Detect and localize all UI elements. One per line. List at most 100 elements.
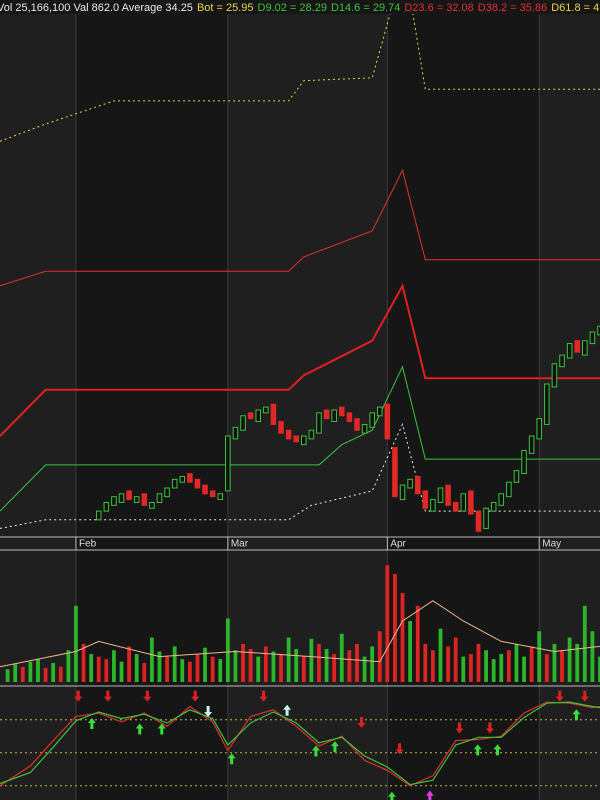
signal-arrow xyxy=(227,753,236,765)
volume-bar xyxy=(172,646,177,682)
volume-bar xyxy=(5,669,10,682)
candle-body xyxy=(559,354,565,368)
volume-bar xyxy=(28,661,33,682)
volume-bar xyxy=(514,643,519,682)
volume-bar xyxy=(506,650,511,682)
volume-bar xyxy=(491,659,496,682)
candle-body xyxy=(278,421,284,434)
oscillator-panel xyxy=(0,690,600,800)
candle-body xyxy=(422,490,429,509)
volume-bar xyxy=(415,605,420,682)
volume-bar xyxy=(248,648,253,682)
candle-body xyxy=(141,493,148,506)
signal-arrow xyxy=(395,743,404,755)
level-line xyxy=(0,168,600,287)
x-tick-label: May xyxy=(542,539,561,550)
candle-body xyxy=(513,470,520,483)
legend-entry: D38.2 = 35.86 xyxy=(478,2,547,14)
volume-bar xyxy=(567,637,572,682)
volume-bar xyxy=(385,565,390,682)
volume-bar xyxy=(355,643,359,682)
volume-bar xyxy=(309,638,314,682)
signal-arrow xyxy=(493,744,502,756)
volume-bar xyxy=(225,618,230,682)
candle-body xyxy=(217,493,224,501)
volume-bar xyxy=(89,654,94,682)
signal-arrow xyxy=(74,690,83,702)
volume-bar xyxy=(423,643,428,682)
candle-body xyxy=(103,501,110,512)
volume-bar xyxy=(233,650,238,682)
volume-bar xyxy=(377,631,382,682)
volume-bar xyxy=(218,659,223,682)
candle-body xyxy=(95,510,102,521)
signal-arrow xyxy=(283,704,292,716)
volume-bar xyxy=(590,631,595,682)
candle-body xyxy=(126,490,132,501)
volume-bar xyxy=(36,659,40,682)
month-band xyxy=(227,14,388,800)
volume-bar xyxy=(461,656,466,682)
volume-bar xyxy=(484,650,488,682)
volume-bar xyxy=(20,666,25,682)
volume-bar xyxy=(279,654,283,682)
volume-bar xyxy=(112,650,116,682)
candle-body xyxy=(301,435,307,446)
signal-arrow xyxy=(157,723,166,735)
candle-body xyxy=(354,418,360,431)
signal-arrow xyxy=(485,722,494,734)
volume-bar xyxy=(96,656,101,682)
candle-body xyxy=(460,493,467,512)
candle-body xyxy=(293,435,299,443)
candle-body xyxy=(498,493,505,506)
volume-bar xyxy=(317,643,321,682)
candle-body xyxy=(149,501,155,509)
volume-bar xyxy=(400,593,405,682)
candle-body xyxy=(133,496,140,503)
signal-arrow xyxy=(311,745,320,757)
candle-body xyxy=(399,484,406,501)
candle-body xyxy=(544,383,550,425)
level-line xyxy=(0,14,600,142)
signal-arrow xyxy=(455,722,464,734)
volume-bar xyxy=(180,659,185,682)
volume-panel xyxy=(0,565,600,682)
signal-arrow xyxy=(580,690,589,702)
volume-bar xyxy=(431,650,435,682)
volume-bar xyxy=(13,664,18,682)
candle-body xyxy=(430,499,436,512)
volume-bar xyxy=(203,647,207,682)
volume-bar xyxy=(241,643,245,682)
volume-bar xyxy=(210,656,215,682)
level-line xyxy=(0,365,600,512)
x-axis: Feb Mar Apr May xyxy=(0,536,600,687)
volume-bar xyxy=(339,633,344,682)
volume-bar xyxy=(575,643,580,682)
header-legend: Vol 25,166,100 Val 862.0 Average 34.25 Bo… xyxy=(0,2,600,14)
candle-body xyxy=(331,409,337,423)
candle-body xyxy=(551,363,558,388)
legend-entry: D23.6 = 32.08 xyxy=(404,2,473,14)
volume-bar xyxy=(165,656,169,682)
legend-entry: D14.6 = 29.74 xyxy=(331,2,400,14)
volume-bar xyxy=(446,646,450,682)
signal-arrow xyxy=(135,723,144,735)
candle-body xyxy=(164,487,170,498)
volume-bar xyxy=(537,631,542,682)
candle-body xyxy=(468,490,474,515)
candle-body xyxy=(452,501,459,512)
candle-body xyxy=(414,475,421,495)
candle-body xyxy=(384,403,391,440)
volume-bar xyxy=(134,654,139,682)
candle-body xyxy=(376,406,383,417)
x-tick-label: Apr xyxy=(390,539,406,550)
volume-bar xyxy=(499,654,504,682)
signal-arrow xyxy=(330,741,339,753)
candle-body xyxy=(187,473,193,483)
volume-bar xyxy=(43,668,48,682)
candle-body xyxy=(574,340,580,353)
candle-body xyxy=(202,484,208,495)
signal-arrow xyxy=(473,744,482,756)
candle-body xyxy=(528,435,535,454)
